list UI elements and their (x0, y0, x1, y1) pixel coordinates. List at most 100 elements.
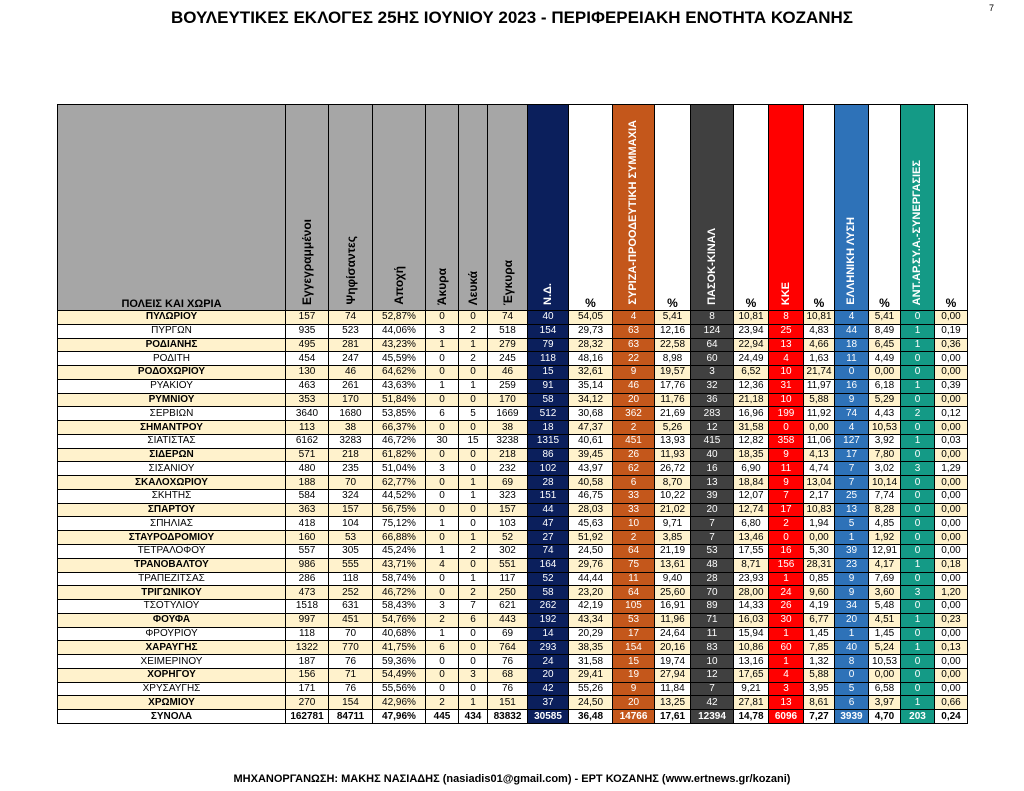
invalid-cell: 1 (425, 626, 459, 642)
nd-percent-cell: 40,61 (568, 433, 613, 449)
elliniki-lysi-votes-cell: 34 (834, 599, 869, 614)
header-syriza-percent-label: % (667, 296, 678, 310)
blank-cell: 0 (458, 557, 488, 573)
invalid-cell: 0 (425, 571, 459, 587)
table-row: ΣΠΑΡΤΟΥ 363 157 56,75% 0 0 157 44 28,03 33 21,02 20… (57, 502, 968, 518)
registered-cell: 353 (285, 392, 329, 408)
abstention-cell: 55,56% (372, 681, 426, 697)
elliniki-lysi-percent-cell: 7,74 (868, 488, 901, 504)
nd-votes-cell: 164 (527, 557, 569, 573)
table-row: ΧΟΡΗΓΟΥ 156 71 54,49% 0 3 68 20 29,41 19 27,94 12 17… (57, 667, 968, 683)
blank-cell: 2 (458, 544, 488, 559)
antarsya-votes-cell: 1 (900, 695, 935, 711)
municipality-cell: ΡΟΔΙΤΗ (57, 351, 286, 367)
abstention-cell: 75,12% (372, 516, 426, 532)
elliniki-lysi-votes-cell: 25 (834, 488, 869, 504)
municipality-cell: ΣΠΗΛΙΑΣ (57, 516, 286, 532)
registered-cell: 454 (285, 351, 329, 367)
voted-cell: 305 (328, 544, 373, 559)
antarsya-percent-cell: 0,00 (934, 475, 968, 490)
syriza-percent-cell: 8,70 (654, 475, 691, 490)
invalid-cell: 6 (425, 640, 459, 656)
elliniki-lysi-percent-cell: 7,69 (868, 571, 901, 587)
pasok-percent-cell: 16,96 (733, 406, 769, 422)
blank-cell: 0 (458, 502, 488, 518)
voted-cell: 770 (328, 640, 373, 656)
voted-cell: 170 (328, 392, 373, 408)
syriza-percent-cell: 13,93 (654, 433, 691, 449)
header-kke-percent-label: % (813, 296, 825, 310)
kke-percent-cell: 1,32 (803, 654, 835, 669)
nd-votes-cell: 27 (527, 530, 569, 546)
blank-cell: 1 (458, 571, 488, 587)
registered-cell: 171 (285, 681, 329, 697)
syriza-percent-cell: 21,02 (654, 502, 691, 518)
table-row: ΧΡΩΜΙΟΥ 270 154 42,96% 2 1 151 37 24,50 20 13,25 42… (57, 695, 968, 711)
table-row: ΡΟΔΟΧΩΡΙΟΥ 130 46 64,62% 0 0 46 15 32,61 9 19,57 3 6… (57, 365, 968, 380)
registered-cell: 1518 (285, 599, 329, 614)
pasok-votes-cell: 8 (690, 310, 734, 325)
antarsya-votes-cell: 0 (900, 502, 935, 518)
syriza-percent-cell: 19,57 (654, 365, 691, 380)
header-nd-percent-label: % (585, 296, 596, 310)
kke-percent-cell: 21,74 (803, 365, 835, 380)
invalid-cell: 0 (425, 502, 459, 518)
blank-cell: 0 (458, 461, 488, 477)
kke-votes-cell: 7 (768, 488, 804, 504)
syriza-percent-cell: 17,76 (654, 378, 691, 394)
elliniki-lysi-votes-cell: 44 (834, 323, 869, 339)
nd-percent-cell: 34,12 (568, 392, 613, 408)
pasok-percent-cell: 12,07 (733, 488, 769, 504)
pasok-percent-cell: 23,94 (733, 323, 769, 339)
elliniki-lysi-percent-cell: 12,91 (868, 544, 901, 559)
antarsya-votes-cell: 1 (900, 557, 935, 573)
antarsya-votes-cell: 0 (900, 516, 935, 532)
nd-votes-cell: 86 (527, 447, 569, 463)
kke-percent-cell: 11,97 (803, 378, 835, 394)
kke-votes-cell: 4 (768, 667, 804, 683)
header-blank: Λευκά (458, 104, 488, 311)
header-registered: Εγγεγραμμένοι (285, 104, 329, 311)
header-elliniki-lysi-label: ΕΛΛΗΝΙΚΗ ΛΥΣΗ (845, 217, 857, 305)
voted-cell: 235 (328, 461, 373, 477)
antarsya-percent-cell: 0,00 (934, 654, 968, 669)
invalid-cell: 0 (425, 365, 459, 380)
kke-votes-cell: 156 (768, 557, 804, 573)
syriza-votes-cell: 6 (612, 475, 655, 490)
valid-cell: 1669 (487, 406, 528, 422)
table-row: ΣΤΑΥΡΟΔΡΟΜΙΟΥ 160 53 66,88% 0 1 52 27 51,92 2 3,85… (57, 530, 968, 546)
syriza-votes-cell: 33 (612, 502, 655, 518)
voted-cell: 324 (328, 488, 373, 504)
elliniki-lysi-percent-cell: 4,51 (868, 612, 901, 628)
voted-cell: 70 (328, 475, 373, 490)
syriza-votes-cell: 105 (612, 599, 655, 614)
abstention-cell: 58,74% (372, 571, 426, 587)
voted-cell: 1680 (328, 406, 373, 422)
header-valid: Έγκυρα (487, 104, 528, 311)
kke-percent-cell: 0,00 (803, 420, 835, 435)
header-elliniki-lysi: ΕΛΛΗΝΙΚΗ ΛΥΣΗ (834, 104, 869, 311)
antarsya-votes-cell: 0 (900, 365, 935, 380)
elliniki-lysi-percent-cell: 3,92 (868, 433, 901, 449)
table-row: ΦΡΟΥΡΙΟΥ 118 70 40,68% 1 0 69 14 20,29 17 24,64 11 1… (57, 626, 968, 642)
blank-cell: 0 (458, 310, 488, 325)
pasok-votes-cell: 12394 (690, 709, 734, 724)
nd-percent-cell: 38,35 (568, 640, 613, 656)
elliniki-lysi-votes-cell: 9 (834, 585, 869, 601)
municipality-cell: ΧΡΥΣΑΥΓΗΣ (57, 681, 286, 697)
abstention-cell: 64,62% (372, 365, 426, 380)
syriza-percent-cell: 5,41 (654, 310, 691, 325)
pasok-votes-cell: 16 (690, 461, 734, 477)
nd-percent-cell: 42,19 (568, 599, 613, 614)
voted-cell: 281 (328, 337, 373, 353)
header-pasok: ΠΑΣΟΚ-ΚΙΝΑΛ (690, 104, 734, 311)
registered-cell: 6162 (285, 433, 329, 449)
pasok-percent-cell: 18,35 (733, 447, 769, 463)
valid-cell: 279 (487, 337, 528, 353)
elliniki-lysi-votes-cell: 9 (834, 571, 869, 587)
antarsya-votes-cell: 0 (900, 488, 935, 504)
antarsya-percent-cell: 0,00 (934, 365, 968, 380)
results-table: ΠΟΛΕΙΣ ΚΑΙ ΧΩΡΙΑ Εγγεγραμμένοι Ψηφίσαντε… (57, 104, 968, 724)
pasok-percent-cell: 12,74 (733, 502, 769, 518)
nd-percent-cell: 47,37 (568, 420, 613, 435)
